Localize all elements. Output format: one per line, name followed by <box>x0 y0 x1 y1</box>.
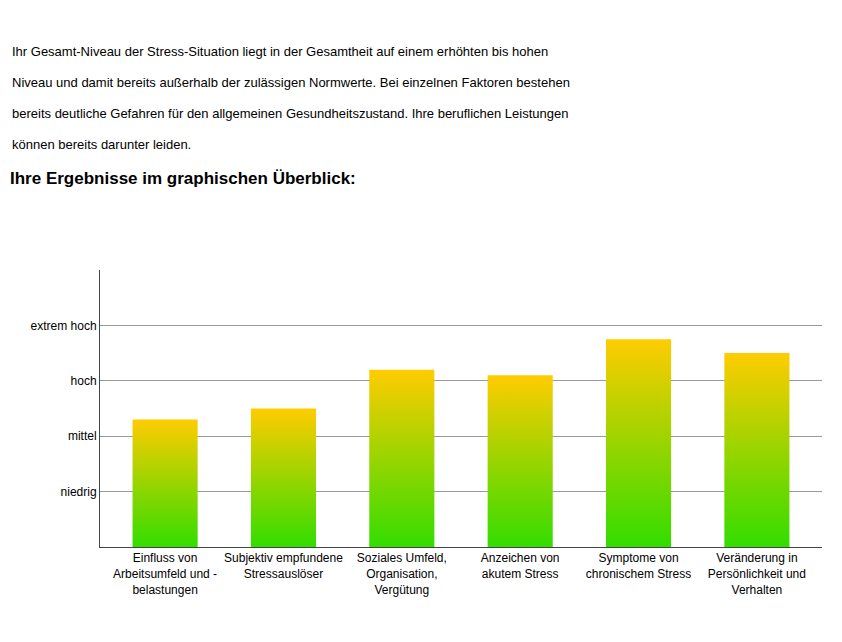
svg-text:Anzeichen vonakutem Stress: Anzeichen vonakutem Stress <box>481 551 560 581</box>
svg-text:Veränderung inPersönlichkeit u: Veränderung inPersönlichkeit undVerhalte… <box>708 551 806 596</box>
svg-text:niedrig: niedrig <box>61 485 97 499</box>
svg-text:Subjektiv empfundeneStressausl: Subjektiv empfundeneStressauslöser <box>224 551 343 581</box>
svg-text:hoch: hoch <box>71 374 97 388</box>
svg-text:bereits deutliche Gefahren für: bereits deutliche Gefahren für den allge… <box>12 106 568 121</box>
svg-text:Ihre Ergebnisse im graphischen: Ihre Ergebnisse im graphischen Überblick… <box>10 169 356 188</box>
svg-text:Niveau und damit bereits außer: Niveau und damit bereits außerhalb der z… <box>12 75 570 90</box>
svg-text:können bereits darunter leiden: können bereits darunter leiden. <box>12 137 191 152</box>
svg-text:extrem hoch: extrem hoch <box>31 319 97 333</box>
svg-text:Symptome vonchronischem Stress: Symptome vonchronischem Stress <box>586 551 691 581</box>
svg-text:Soziales Umfeld,Organisation,V: Soziales Umfeld,Organisation,Vergütung <box>357 551 447 596</box>
svg-text:mittel: mittel <box>68 429 97 443</box>
svg-text:Einfluss vonArbeitsumfeld und: Einfluss vonArbeitsumfeld und -belastung… <box>113 551 217 596</box>
svg-text:Ihr Gesamt-Niveau der Stress-S: Ihr Gesamt-Niveau der Stress-Situation l… <box>12 44 548 59</box>
